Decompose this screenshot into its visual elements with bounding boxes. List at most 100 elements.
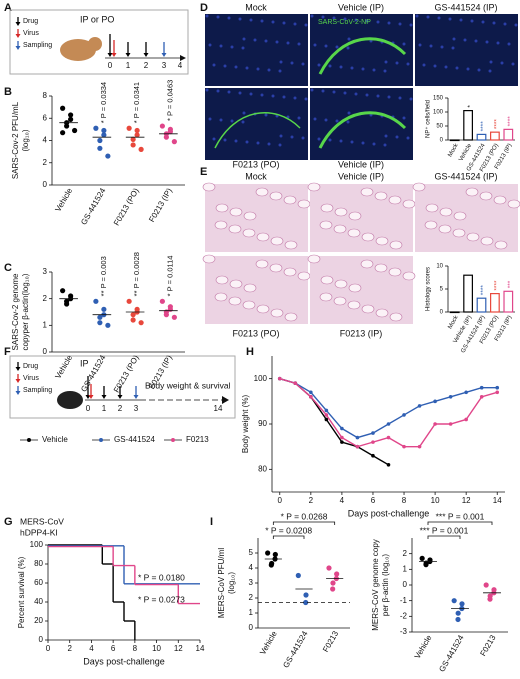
micrograph — [205, 184, 308, 252]
data-point — [138, 320, 144, 326]
nucleus — [496, 41, 500, 45]
nucleus — [275, 40, 279, 44]
data-point — [64, 301, 70, 307]
data-point — [371, 453, 375, 458]
x-tick-label: 6 — [371, 496, 376, 505]
nucleus — [279, 60, 283, 64]
alveolus — [269, 263, 283, 273]
nucleus — [395, 135, 399, 139]
alveolus — [297, 271, 311, 281]
nucleus — [398, 22, 402, 26]
panel-label: A — [4, 2, 12, 14]
data-point — [134, 132, 140, 138]
data-point — [309, 390, 313, 395]
micrograph — [205, 14, 308, 86]
nucleus — [328, 64, 332, 68]
image-label: GS-441524 (IP) — [434, 171, 497, 181]
x-tick-label: 12 — [462, 496, 471, 505]
nucleus — [361, 67, 365, 71]
data-point — [303, 592, 309, 598]
panel-label: I — [210, 516, 213, 528]
alveolus — [283, 267, 297, 277]
alveolus — [320, 275, 334, 285]
annotation: * P = 0.0180 — [138, 572, 185, 582]
data-point — [265, 550, 271, 556]
alveolus — [215, 203, 229, 213]
nucleus — [267, 142, 271, 146]
data-point — [171, 314, 177, 320]
data-point — [101, 127, 107, 134]
route-label: IP or PO — [80, 14, 114, 24]
nucleus — [271, 20, 275, 24]
nucleus — [422, 63, 426, 67]
x-tick-label: 2 — [309, 496, 314, 505]
x-tick-label: GS-441524 — [281, 629, 310, 669]
nucleus — [297, 116, 301, 120]
data-point — [355, 444, 360, 449]
nucleus — [376, 94, 380, 98]
annotation: **** — [494, 119, 501, 130]
stain-label: SARS-CoV-2-NP — [318, 19, 371, 26]
data-point — [105, 322, 111, 328]
y-axis-title: MERS-CoV PFU/ml — [217, 548, 226, 618]
legend-label: Virus — [23, 375, 39, 382]
comparison-bracket — [272, 535, 305, 539]
data-point — [433, 399, 437, 404]
data-point — [495, 390, 500, 395]
x-tick-label: Vehicle — [53, 186, 74, 213]
bar — [503, 290, 514, 313]
x-tick-label: 0 — [278, 496, 283, 505]
nucleus — [335, 119, 339, 123]
data-point — [334, 571, 340, 577]
nucleus — [503, 22, 507, 26]
nucleus — [219, 44, 223, 48]
alveolus — [360, 187, 374, 197]
nucleus — [448, 17, 452, 21]
arrow-head — [161, 53, 167, 57]
image-label: Mock — [245, 171, 267, 181]
alveolus — [283, 195, 297, 205]
data-point — [72, 127, 78, 134]
data-point — [402, 413, 406, 417]
data-point — [159, 298, 165, 304]
data-point — [479, 395, 484, 399]
day-label: 14 — [214, 404, 223, 413]
alveolus — [256, 304, 270, 314]
day-label: 1 — [126, 61, 131, 70]
comparison-label: *** P = 0.001 — [436, 511, 485, 521]
data-point — [268, 562, 274, 568]
nucleus — [346, 46, 350, 50]
nucleus — [242, 37, 246, 41]
comparison-label: * P = 0.0268 — [281, 511, 328, 521]
nucleus — [339, 65, 343, 69]
data-point — [138, 146, 144, 152]
nucleus — [321, 15, 325, 19]
y-tick-label: 0 — [440, 138, 444, 144]
data-point — [423, 562, 429, 568]
nucleus — [212, 137, 216, 141]
x-tick-label: GS-441524 — [79, 186, 108, 226]
nucleus — [350, 66, 354, 70]
micrograph — [310, 14, 413, 86]
y-tick-label: 90 — [258, 419, 267, 428]
image-label: Vehicle (IP) — [338, 159, 384, 169]
nucleus — [242, 111, 246, 115]
x-tick-label: 2 — [67, 644, 72, 653]
bar — [503, 128, 514, 141]
nucleus — [282, 21, 286, 25]
y-tick-label: -1 — [400, 596, 408, 605]
data-point — [171, 139, 177, 145]
day-label: 0 — [86, 404, 91, 413]
alveolus — [243, 283, 257, 293]
nucleus — [354, 92, 358, 96]
alveolus — [402, 271, 416, 281]
y-axis-title: copyper β-actin(log₁₀) — [21, 273, 30, 350]
alveolus — [360, 259, 374, 269]
y-axis-title: per β-actin (log₁₀) — [381, 554, 390, 617]
x-tick-label: 0 — [46, 644, 51, 653]
legend-label: Drug — [23, 363, 38, 370]
nucleus — [304, 97, 308, 101]
legend-marker — [99, 438, 103, 442]
nucleus — [372, 142, 376, 146]
alveolus — [425, 203, 439, 213]
